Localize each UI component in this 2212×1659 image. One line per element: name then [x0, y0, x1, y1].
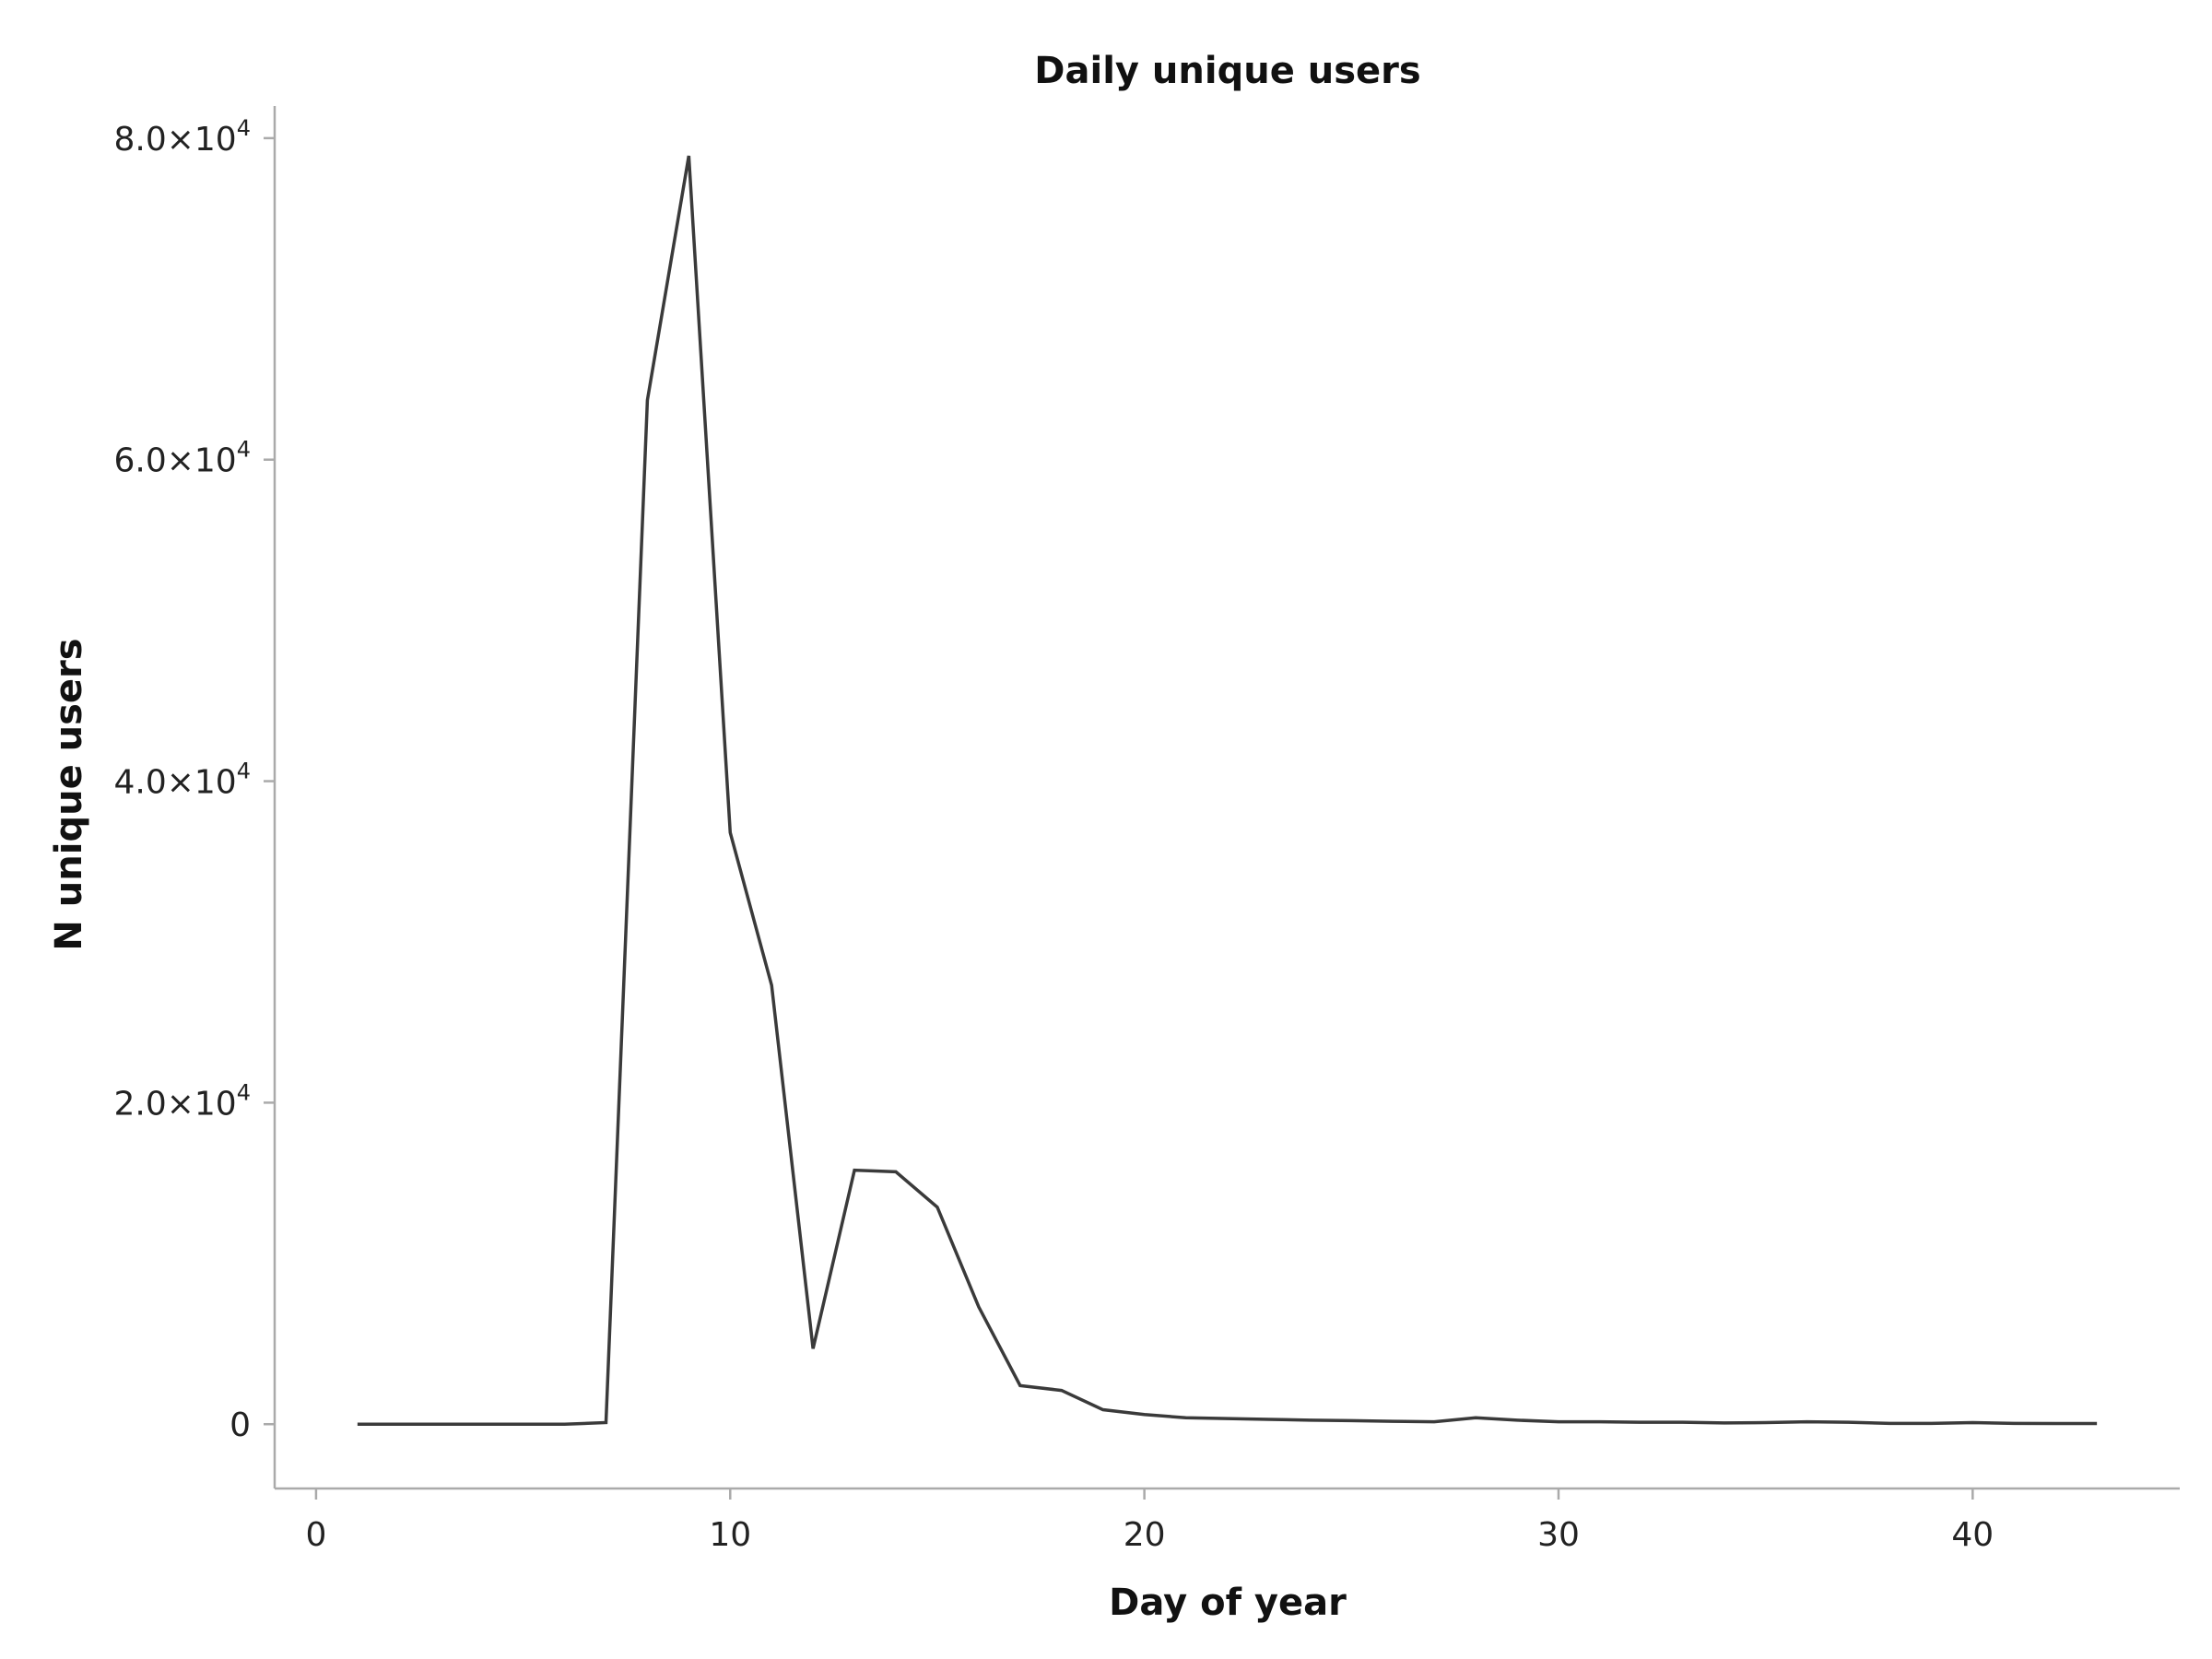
y-tick-label: 8.0×104 — [113, 115, 251, 159]
y-axis: 0 2.0×104 4.0×104 6.0×104 8.0×104 — [113, 106, 276, 1488]
chart-title: Daily unique users — [1034, 50, 1420, 92]
y-axis-label: N unique users — [48, 638, 90, 950]
y-tick-label: 4.0×104 — [113, 759, 251, 802]
y-tick-label: 0 — [229, 1406, 251, 1444]
x-axis: 0 10 20 30 40 — [275, 1487, 2180, 1554]
x-tick-label: 20 — [1124, 1516, 1166, 1554]
x-tick-label: 0 — [305, 1516, 326, 1554]
x-tick-label: 40 — [1951, 1516, 1994, 1554]
x-tick-label: 30 — [1537, 1516, 1580, 1554]
series-line — [357, 155, 2098, 1426]
x-axis-label: Day of year — [1109, 1582, 1347, 1624]
x-tick-label: 10 — [709, 1516, 751, 1554]
y-tick-label: 2.0×104 — [113, 1079, 251, 1123]
y-tick-label: 6.0×104 — [113, 437, 251, 480]
